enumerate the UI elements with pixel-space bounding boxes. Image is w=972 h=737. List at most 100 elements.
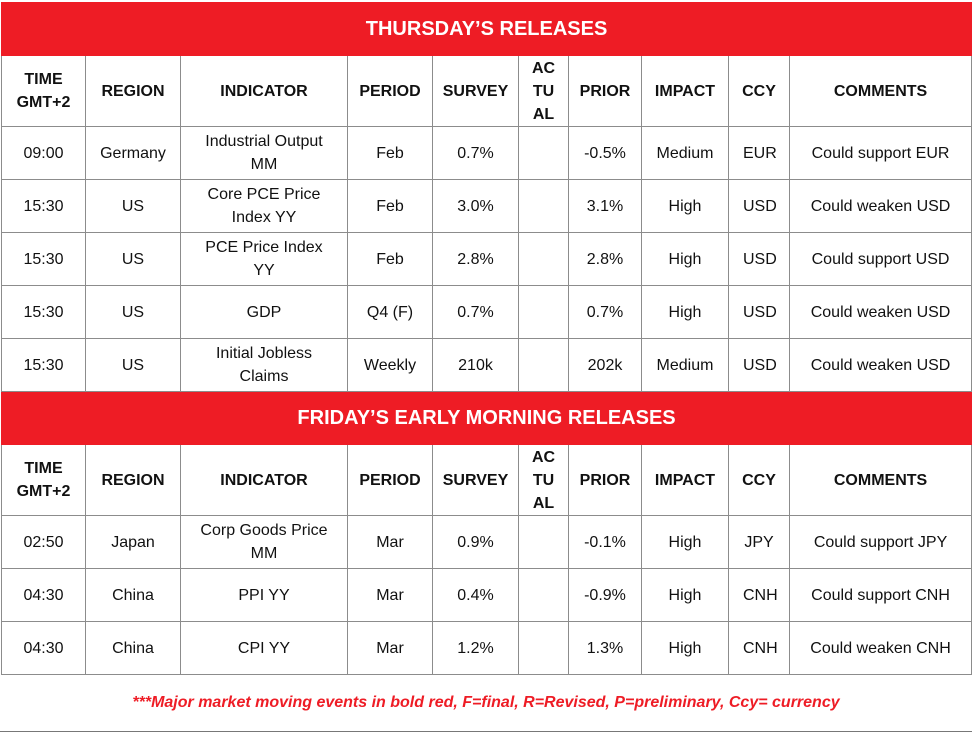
- cell: 0.7%: [568, 285, 642, 339]
- header-line: GMT+2: [16, 94, 71, 111]
- cell: Feb: [347, 126, 433, 180]
- cell: 15:30: [1, 179, 86, 233]
- actual-cell: [518, 126, 569, 180]
- cell: Mar: [347, 568, 433, 622]
- cell: High: [641, 515, 729, 569]
- cell: 15:30: [1, 338, 86, 392]
- cell: USD: [728, 338, 790, 392]
- column-header: COMMENTS: [788, 444, 972, 516]
- cell: Core PCE Price Index YY: [180, 179, 348, 233]
- column-header: COMMENTS: [788, 55, 972, 127]
- column-header: CCY: [728, 444, 790, 516]
- cell: Q4 (F): [347, 285, 433, 339]
- releases-table: THURSDAY’S RELEASES TIME GMT+2 REGION INDICA…: [0, 2, 972, 675]
- cell: 202k: [568, 338, 642, 392]
- column-header: AC TU AL: [518, 55, 569, 127]
- header-line: PRIOR: [579, 471, 631, 489]
- cell: 0.7%: [432, 285, 519, 339]
- cell: 2.8%: [432, 232, 519, 286]
- header-line: PRIOR: [579, 82, 631, 100]
- column-header: TIME GMT+2: [1, 444, 86, 516]
- data-row: 15:30 US GDP Q4 (F) 0.7% 0.7% High USD Could wea…: [1, 285, 972, 339]
- cell: Medium: [641, 338, 729, 392]
- header-line: AC: [531, 448, 556, 466]
- column-header: AC TU AL: [518, 444, 569, 516]
- header-line: IMPACT: [654, 82, 716, 100]
- cell: 09:00: [1, 126, 86, 180]
- actual-cell: [518, 568, 569, 622]
- data-row: 15:30 US Core PCE Price Index YY Feb 3.0% 3.1…: [1, 179, 972, 233]
- header-line: AL: [532, 494, 555, 512]
- cell: US: [85, 338, 181, 392]
- cell: 15:30: [1, 285, 86, 339]
- actual-cell: [518, 621, 569, 675]
- cell: Initial Jobless Claims: [180, 338, 348, 392]
- cell: EUR: [728, 126, 790, 180]
- cell: -0.9%: [568, 568, 642, 622]
- header-line: PERIOD: [359, 471, 421, 489]
- cell: Medium: [641, 126, 729, 180]
- data-row: 09:00 Germany Industrial Output MM Feb 0.7% -…: [1, 126, 972, 180]
- actual-cell: [518, 338, 569, 392]
- cell: 0.4%: [432, 568, 519, 622]
- cell: Could weaken CNH: [788, 621, 972, 675]
- cell: PPI YY: [180, 568, 348, 622]
- actual-cell: [518, 285, 569, 339]
- cell: Japan: [85, 515, 181, 569]
- cell: High: [641, 285, 729, 339]
- cell: 1.3%: [568, 621, 642, 675]
- cell: -0.5%: [568, 126, 642, 180]
- cell: 2.8%: [568, 232, 642, 286]
- cell: US: [85, 285, 181, 339]
- cell: 3.0%: [432, 179, 519, 233]
- cell: Corp Goods Price MM: [180, 515, 348, 569]
- cell: USD: [728, 179, 790, 233]
- column-header: SURVEY: [432, 55, 519, 127]
- cell: Weekly: [347, 338, 433, 392]
- cell: Could weaken USD: [788, 179, 972, 233]
- cell: Industrial Output MM: [180, 126, 348, 180]
- header-line: COMMENTS: [833, 82, 928, 100]
- cell: 0.9%: [432, 515, 519, 569]
- cell: Could weaken USD: [788, 338, 972, 392]
- cell: Feb: [347, 232, 433, 286]
- cell: CNH: [728, 621, 790, 675]
- header-line: COMMENTS: [833, 471, 928, 489]
- header-line: CCY: [742, 471, 776, 489]
- cell: PCE Price Index YY: [180, 232, 348, 286]
- header-line: TIME: [24, 71, 63, 88]
- cell: US: [85, 232, 181, 286]
- cell: High: [641, 179, 729, 233]
- cell: 02:50: [1, 515, 86, 569]
- header-line: AL: [532, 105, 555, 123]
- actual-cell: [518, 179, 569, 233]
- column-header: PRIOR: [568, 55, 642, 127]
- section-title: FRIDAY’S EARLY MORNING RELEASES: [0, 391, 972, 445]
- header-row: TIME GMT+2 REGION INDICATOR PERIOD SURVEY AC TU…: [1, 55, 972, 127]
- column-header: TIME GMT+2: [1, 55, 86, 127]
- header-row: TIME GMT+2 REGION INDICATOR PERIOD SURVEY AC TU…: [1, 444, 972, 516]
- column-header: PRIOR: [568, 444, 642, 516]
- header-line: TU: [532, 471, 555, 489]
- cell: CPI YY: [180, 621, 348, 675]
- header-line: TIME: [24, 460, 63, 477]
- cell: 04:30: [1, 621, 86, 675]
- section-title-row: FRIDAY’S EARLY MORNING RELEASES: [0, 391, 972, 445]
- header-line: REGION: [101, 471, 165, 489]
- cell: China: [85, 621, 181, 675]
- header-line: SURVEY: [442, 82, 509, 100]
- data-row: 04:30 China CPI YY Mar 1.2% 1.3% High CNH Could …: [1, 621, 972, 675]
- column-header: REGION: [85, 444, 181, 516]
- cell: 15:30: [1, 232, 86, 286]
- cell: High: [641, 621, 729, 675]
- data-row: 15:30 US Initial Jobless Claims Weekly 210k 2…: [1, 338, 972, 392]
- cell: USD: [728, 232, 790, 286]
- header-line: INDICATOR: [220, 471, 308, 489]
- cell: 0.7%: [432, 126, 519, 180]
- data-row: 02:50 Japan Corp Goods Price MM Mar 0.9% -0.1…: [1, 515, 972, 569]
- cell: Could support USD: [788, 232, 972, 286]
- bottom-rule: [0, 731, 972, 732]
- header-line: CCY: [742, 82, 776, 100]
- header-line: SURVEY: [442, 471, 509, 489]
